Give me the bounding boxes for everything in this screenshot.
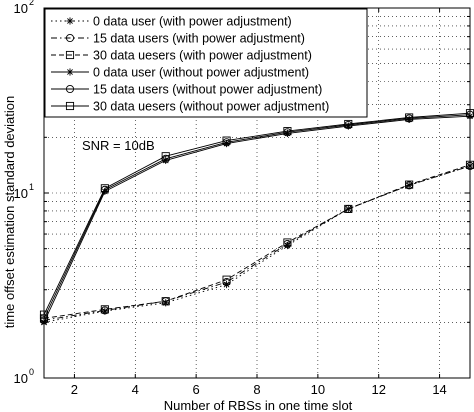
y-tick-label: 10: [14, 371, 28, 386]
series-line: [43, 165, 471, 323]
legend-box: [44, 8, 368, 118]
data-point: [100, 184, 109, 193]
legend-marker: [65, 101, 75, 111]
series-line: [43, 112, 471, 315]
x-tick-label: 4: [132, 382, 139, 397]
legend-entry: 0 data user (with power adjustment): [51, 15, 292, 29]
legend-entry: 0 data user (without power adjustment): [51, 66, 309, 80]
legend-marker: [66, 17, 74, 25]
x-tick-label: 10: [311, 382, 325, 397]
data-point: [222, 136, 231, 145]
legend-label: 30 data uesers (without power adjustment…: [93, 100, 329, 114]
data-point: [161, 152, 170, 161]
y-tick-label: 10: [14, 186, 28, 201]
y-tick-exponent: 0: [29, 367, 34, 377]
legend-label: 0 data user (without power adjustment): [93, 66, 309, 80]
data-point: [405, 180, 414, 189]
data-point: [283, 127, 292, 136]
series-line: [43, 165, 471, 321]
legend-marker: [66, 68, 74, 76]
y-axis-label: time offset estimation standard deviatio…: [2, 96, 17, 328]
data-point: [405, 113, 414, 122]
y-tick-exponent: 2: [29, 0, 34, 7]
x-tick-label: 12: [371, 382, 385, 397]
marker-stroke: [223, 281, 230, 288]
x-tick-label: 8: [253, 382, 260, 397]
legend: 0 data user (with power adjustment) 15 da…: [44, 8, 368, 118]
legend-marker: [65, 84, 75, 94]
legend-label: 0 data user (with power adjustment): [93, 15, 292, 29]
legend-label: 15 data users (with power adjustment): [93, 32, 305, 46]
legend-entry: 30 data uesers (with power adjustment): [51, 49, 312, 63]
x-tick-label: 14: [432, 382, 446, 397]
data-point: [222, 275, 231, 284]
data-point: [344, 119, 353, 129]
x-axis-label: Number of RBSs in one time slot: [164, 398, 353, 412]
marker-stroke: [67, 69, 73, 75]
marker-stroke: [67, 18, 73, 24]
y-tick-label: 10: [14, 1, 28, 16]
snr-annotation: SNR = 10dB: [82, 138, 155, 153]
legend-label: 15 data users (without power adjustment): [93, 83, 322, 97]
data-point: [161, 297, 170, 306]
data-point: [283, 238, 292, 247]
y-tick-exponent: 1: [29, 182, 34, 192]
series-line: [43, 114, 471, 319]
series-6: [39, 109, 474, 319]
legend-label: 30 data uesers (with power adjustment): [93, 49, 312, 63]
legend-marker: [65, 50, 75, 60]
series-line: [43, 115, 471, 323]
legend-entry: 30 data uesers (without power adjustment…: [51, 100, 329, 114]
legend-entry: 15 data users (without power adjustment): [51, 83, 322, 97]
legend-entry: 15 data users (with power adjustment): [51, 32, 305, 46]
x-tick-label: 2: [71, 382, 78, 397]
data-point: [344, 204, 353, 213]
x-tick-label: 6: [193, 382, 200, 397]
data-point: [100, 305, 109, 314]
legend-marker: [65, 33, 75, 43]
